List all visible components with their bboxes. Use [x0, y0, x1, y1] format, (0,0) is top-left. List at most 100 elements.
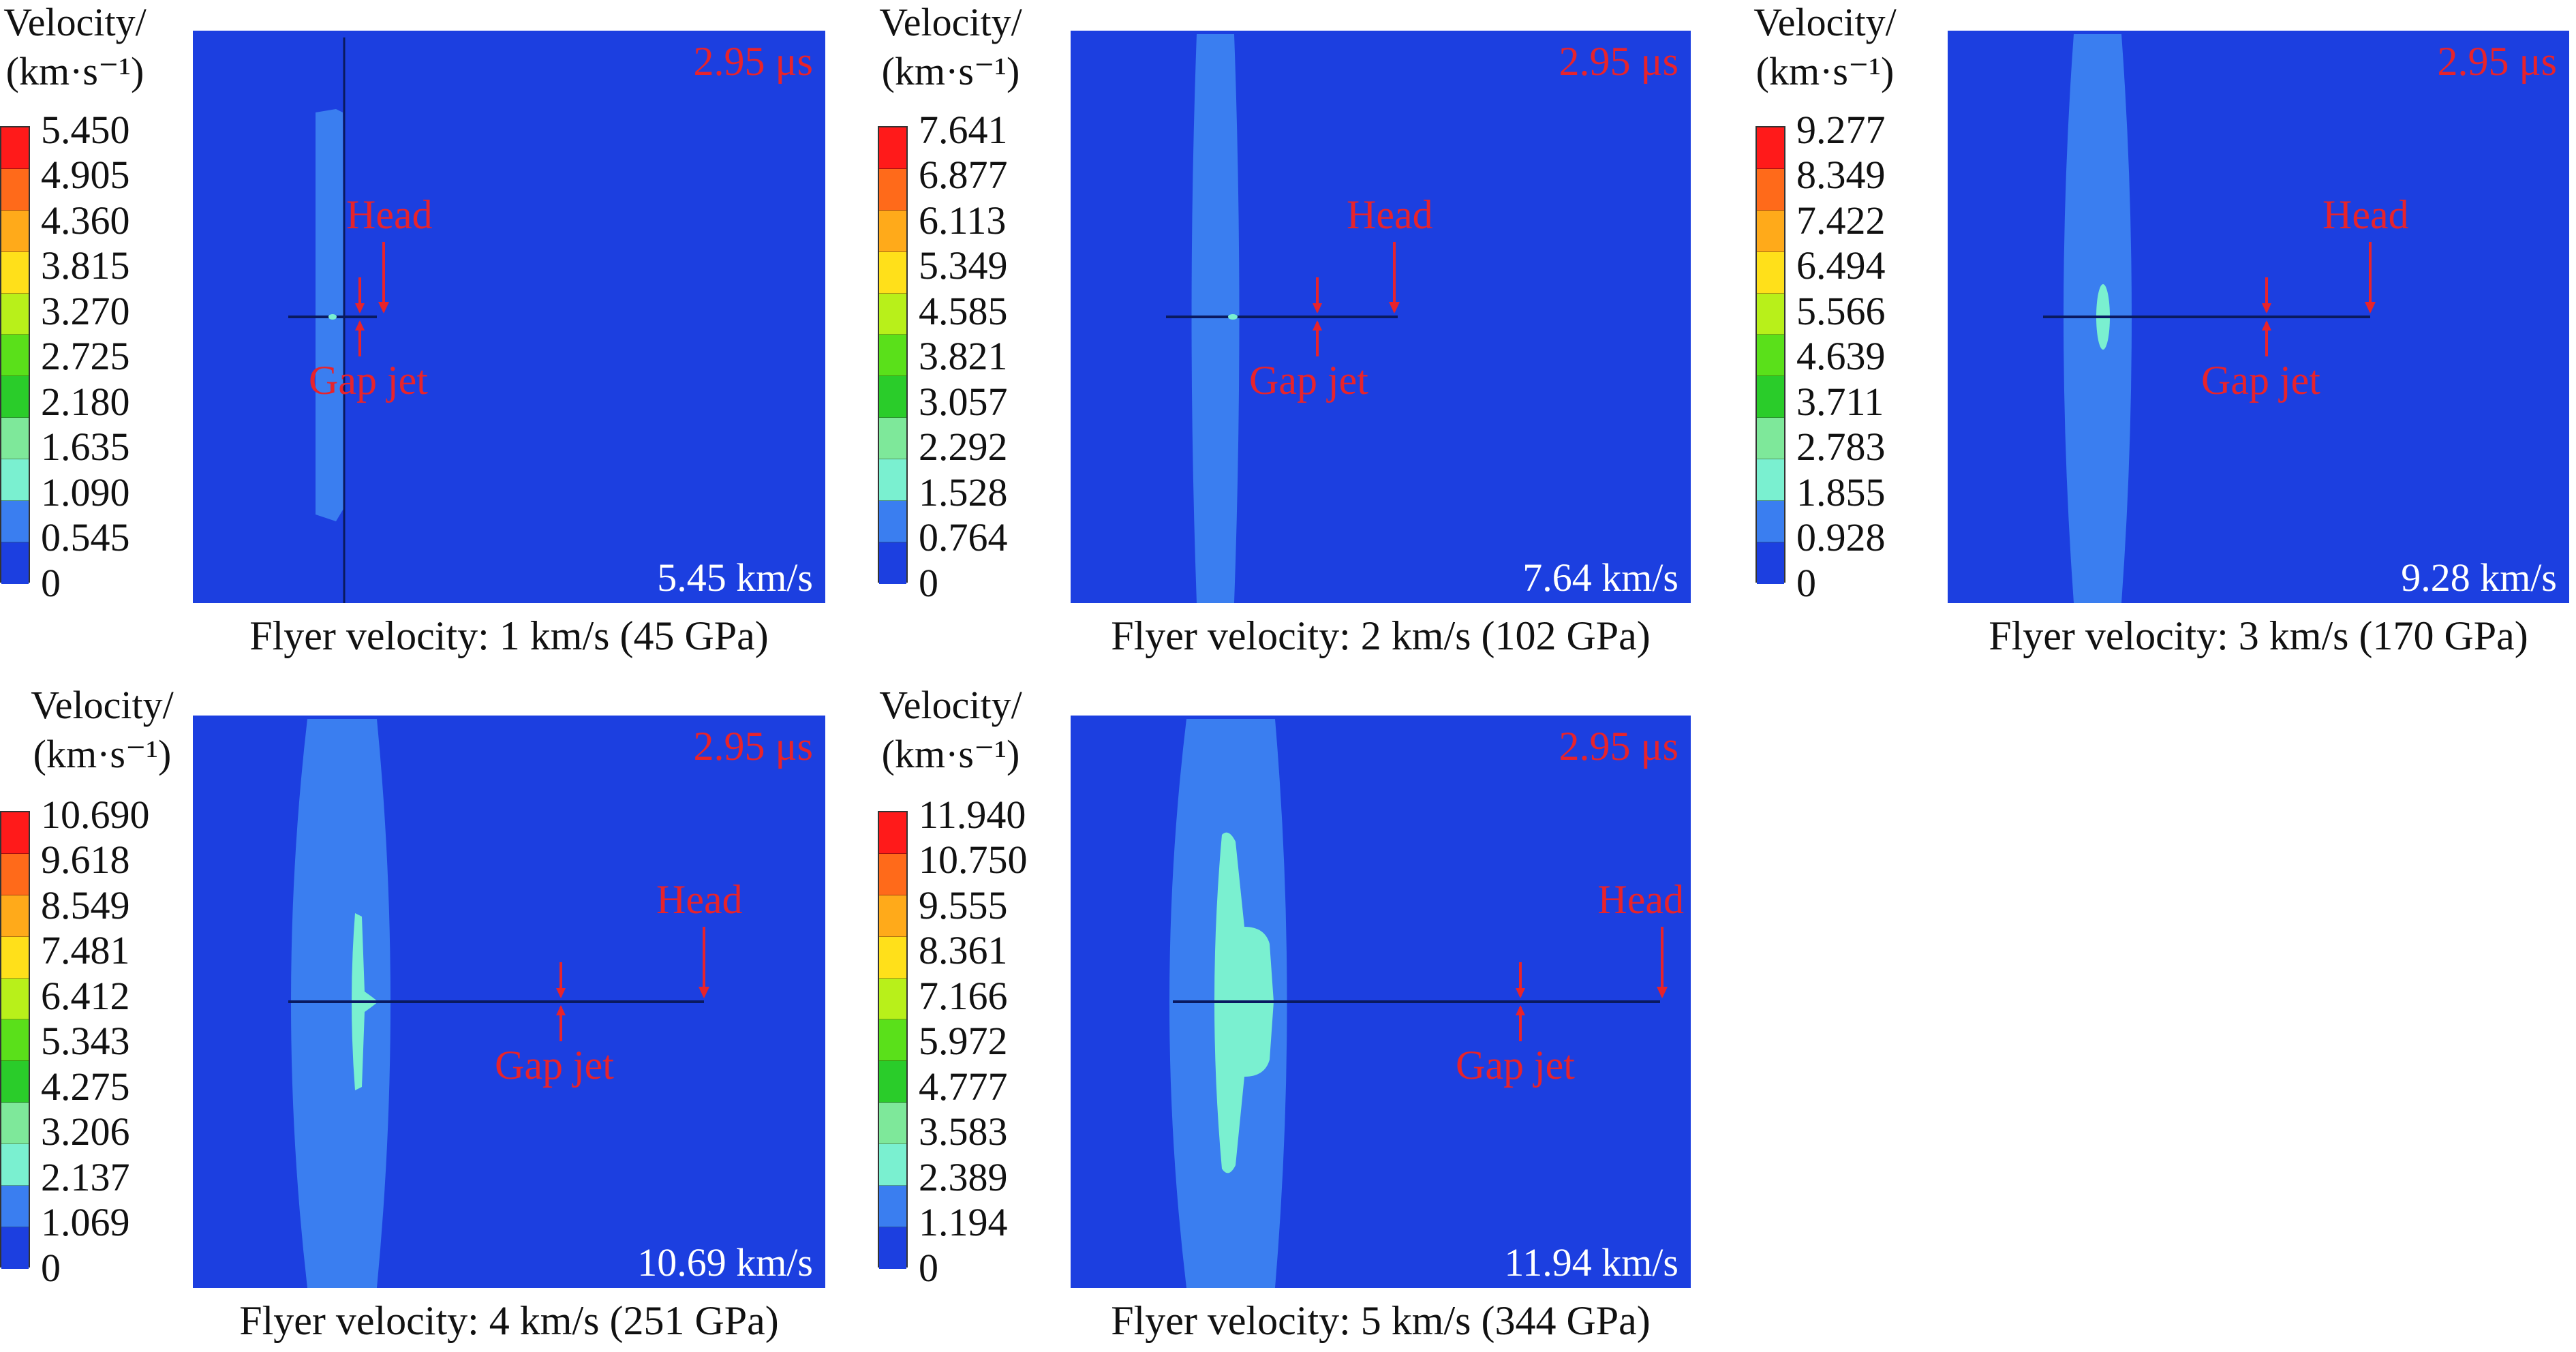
colorbar	[1755, 126, 1785, 584]
colorbar-segment	[1, 501, 29, 542]
colorbar-segment	[879, 335, 906, 377]
legend-tick: 1.855	[1796, 470, 1886, 514]
legend-title-line1: Velocity/	[31, 683, 174, 727]
legend-title: Velocity/ (km·s⁻¹)	[1736, 0, 1914, 95]
colorbar-segment	[1757, 418, 1784, 460]
colorbar	[878, 811, 908, 1269]
legend-title-line2: (km·s⁻¹)	[33, 732, 172, 776]
time-label: 2.95 μs	[2437, 39, 2557, 84]
legend-tick: 4.777	[919, 1064, 1008, 1109]
colorbar-segment	[879, 1186, 906, 1227]
colorbar-segment	[879, 418, 906, 460]
colorbar	[0, 811, 30, 1269]
legend-title-line2: (km·s⁻¹)	[881, 49, 1020, 93]
legend-tick: 1.090	[41, 470, 130, 514]
colorbar-segment	[879, 501, 906, 542]
flyer-plate	[291, 719, 390, 1288]
colorbar	[0, 126, 30, 584]
legend-title-line1: Velocity/	[879, 0, 1022, 44]
legend-tick: 9.555	[919, 883, 1008, 927]
legend-tick: 0	[41, 561, 61, 605]
gap-jet-label: Gap jet	[1456, 1043, 1575, 1088]
legend-tick: 8.349	[1796, 153, 1886, 197]
colorbar-segment	[1, 1186, 29, 1227]
colorbar-segment	[1, 168, 29, 211]
legend-tick: 8.549	[41, 883, 130, 927]
time-label: 2.95 μs	[1559, 39, 1678, 84]
colorbar-segment	[1, 210, 29, 252]
colorbar-segment	[1757, 251, 1784, 294]
colorbar-segment	[879, 812, 906, 854]
max-velocity-label: 10.69 km/s	[637, 1240, 813, 1285]
max-velocity-label: 7.64 km/s	[1522, 555, 1678, 600]
time-label: 2.95 μs	[693, 39, 813, 84]
colorbar-segment	[879, 1019, 906, 1062]
colorbar-segment	[879, 853, 906, 895]
legend-tick: 1.194	[919, 1200, 1008, 1244]
colorbar-segment	[879, 978, 906, 1020]
legend-tick: 0.545	[41, 515, 130, 559]
legend-tick: 1.635	[41, 425, 130, 469]
simulation-field: Head Gap jet 2.95 μs 9.28 km/s	[1948, 31, 2569, 603]
panel-caption: Flyer velocity: 2 km/s (102 GPa)	[1111, 613, 1651, 658]
legend-tick: 7.422	[1796, 198, 1886, 243]
legend-title: Velocity/ (km·s⁻¹)	[862, 0, 1039, 95]
gap-jet-arrowhead-up	[1313, 320, 1322, 331]
colorbar-segment	[879, 895, 906, 937]
colorbar-segment	[879, 936, 906, 979]
legend-title-line1: Velocity/	[879, 683, 1022, 727]
colorbar-segment	[879, 542, 906, 584]
legend-tick: 5.972	[919, 1019, 1008, 1063]
legend-title-line2: (km·s⁻¹)	[881, 732, 1020, 776]
legend-tick: 6.113	[919, 198, 1007, 243]
gap-jet-arrowhead-up	[556, 1005, 566, 1015]
gap-jet-label: Gap jet	[2201, 358, 2320, 403]
gap-jet-arrowhead-down	[355, 303, 365, 313]
head-arrowhead	[699, 987, 709, 998]
legend-title-line2: (km·s⁻¹)	[5, 49, 144, 93]
legend-tick: 5.450	[41, 108, 130, 152]
simulation-field: Head Gap jet 2.95 μs 11.94 km/s	[1071, 716, 1691, 1288]
head-arrowhead	[1389, 302, 1400, 313]
max-velocity-label: 9.28 km/s	[2401, 555, 2557, 600]
colorbar-segment	[1, 251, 29, 294]
colorbar-segment	[1, 1019, 29, 1062]
legend-tick: 3.057	[919, 380, 1008, 424]
legend-tick: 0	[41, 1246, 61, 1290]
legend-tick: 3.583	[919, 1109, 1008, 1154]
legend-tick: 4.905	[41, 153, 130, 197]
flyer-plate	[1191, 34, 1240, 603]
max-velocity-label: 11.94 km/s	[1504, 1240, 1678, 1285]
colorbar-segment	[1, 1061, 29, 1103]
legend-tick: 1.069	[41, 1200, 130, 1244]
legend-tick: 6.494	[1796, 243, 1886, 288]
legend-tick: 3.815	[41, 243, 130, 288]
panel-caption: Flyer velocity: 1 km/s (45 GPa)	[249, 613, 769, 658]
colorbar-segment	[879, 168, 906, 211]
head-label: Head	[1597, 877, 1684, 922]
gap-jet-label: Gap jet	[309, 358, 428, 403]
colorbar-segment	[1, 335, 29, 377]
colorbar-segment	[1757, 335, 1784, 377]
colorbar-segment	[1, 542, 29, 584]
head-arrowhead	[378, 302, 389, 313]
colorbar-segment	[879, 210, 906, 252]
legend-tick: 2.389	[919, 1155, 1008, 1199]
colorbar-segment	[1, 895, 29, 937]
simulation-field: Head Gap jet 2.95 μs 5.45 km/s	[193, 31, 825, 603]
colorbar-segment	[1, 853, 29, 895]
colorbar-segment	[1757, 542, 1784, 584]
legend-tick: 7.481	[41, 928, 130, 972]
panel-caption: Flyer velocity: 3 km/s (170 GPa)	[1989, 613, 2528, 658]
colorbar-segment	[1, 1227, 29, 1269]
colorbar-segment	[1757, 293, 1784, 335]
colorbar-segment	[1, 978, 29, 1020]
colorbar-segment	[1757, 459, 1784, 502]
legend-title: Velocity/ (km·s⁻¹)	[0, 0, 164, 95]
legend-tick: 0.764	[919, 515, 1008, 559]
time-label: 2.95 μs	[1559, 724, 1678, 769]
legend-tick: 2.292	[919, 425, 1008, 469]
legend-tick: 9.618	[41, 838, 130, 882]
colorbar-segment	[1, 293, 29, 335]
legend-tick: 5.566	[1796, 289, 1886, 333]
